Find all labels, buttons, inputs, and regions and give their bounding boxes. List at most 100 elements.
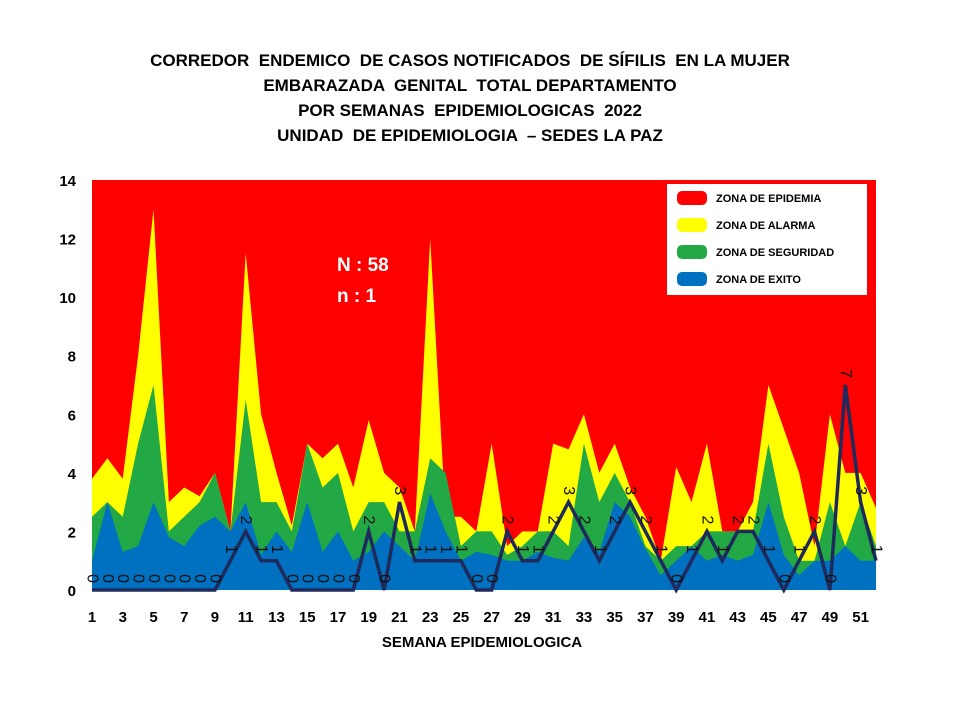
data-label: 7 <box>837 369 854 378</box>
data-label: 0 <box>114 574 131 583</box>
data-label: 1 <box>253 545 270 554</box>
x-tick-label: 11 <box>238 609 254 626</box>
data-label: 0 <box>468 574 485 583</box>
data-label: 2 <box>745 516 762 525</box>
x-tick-label: 45 <box>760 609 777 626</box>
data-label: 1 <box>652 545 669 554</box>
legend-swatch <box>677 191 707 205</box>
x-tick-label: 47 <box>791 609 808 626</box>
legend: ZONA DE EPIDEMIA ZONA DE ALARMA ZONA DE SE… <box>667 184 867 295</box>
data-label: 1 <box>437 545 454 554</box>
data-label: 3 <box>852 486 869 495</box>
data-label: 2 <box>606 516 623 525</box>
x-tick-label: 39 <box>668 609 685 626</box>
data-label: 0 <box>483 574 500 583</box>
data-label: 3 <box>560 486 577 495</box>
data-label: 0 <box>775 574 792 583</box>
data-label: 1 <box>714 545 731 554</box>
legend-item-alarma: ZONA DE ALARMA <box>716 220 815 232</box>
data-label: 1 <box>422 545 439 554</box>
x-tick-label: 15 <box>299 609 316 626</box>
data-label: 2 <box>637 516 654 525</box>
data-label: 0 <box>283 574 300 583</box>
x-tick-label: 29 <box>514 609 531 626</box>
data-label: 0 <box>345 574 362 583</box>
x-tick-label: 35 <box>606 609 623 626</box>
y-tick-label: 10 <box>59 290 76 307</box>
data-label: 0 <box>821 574 838 583</box>
data-label: 0 <box>299 574 316 583</box>
data-label: 0 <box>314 574 331 583</box>
data-label: 0 <box>329 574 346 583</box>
data-label: 1 <box>868 545 885 554</box>
y-tick-label: 6 <box>68 407 76 424</box>
total-cases-annotation: N : 58 <box>337 255 389 276</box>
legend-swatch <box>677 245 707 259</box>
data-label: 2 <box>575 516 592 525</box>
data-label: 2 <box>360 516 377 525</box>
legend-item-exito: ZONA DE EXITO <box>716 274 801 286</box>
x-tick-label: 37 <box>637 609 654 626</box>
data-label: 0 <box>130 574 147 583</box>
x-tick-label: 17 <box>330 609 347 626</box>
data-label: 3 <box>622 486 639 495</box>
data-label: 0 <box>668 574 685 583</box>
data-label: 3 <box>391 486 408 495</box>
zona-exito-area <box>92 493 876 590</box>
data-label: 1 <box>514 545 531 554</box>
data-label: 1 <box>452 545 469 554</box>
data-label: 1 <box>222 545 239 554</box>
data-label: 2 <box>698 516 715 525</box>
x-axis: 1 3 5 7 9 11 13 15 17 19 21 23 25 27 29 31 33 35 37 39 41 43 4… <box>88 609 869 626</box>
title-line-2: EMBARAZADA GENITAL TOTAL DEPARTAMENTO <box>263 76 677 95</box>
x-tick-label: 19 <box>360 609 377 626</box>
data-label: 2 <box>806 516 823 525</box>
y-tick-label: 0 <box>68 583 76 600</box>
x-tick-label: 27 <box>483 609 500 626</box>
x-tick-label: 25 <box>453 609 470 626</box>
title-line-1: CORREDOR ENDEMICO DE CASOS NOTIFICADOS D… <box>150 51 790 70</box>
zona-seguridad-area <box>92 385 876 590</box>
x-tick-label: 9 <box>211 609 219 626</box>
cases-2022-line <box>92 384 878 594</box>
x-tick-label: 23 <box>422 609 439 626</box>
x-tick-label: 3 <box>119 609 127 626</box>
chart-title: CORREDOR ENDEMICO DE CASOS NOTIFICADOS D… <box>0 48 940 148</box>
y-tick-label: 12 <box>59 232 76 249</box>
legend-swatch <box>677 218 707 232</box>
y-tick-label: 14 <box>59 173 76 190</box>
x-tick-label: 7 <box>180 609 188 626</box>
x-tick-label: 33 <box>576 609 593 626</box>
x-tick-label: 31 <box>545 609 562 626</box>
data-label: 2 <box>729 516 746 525</box>
data-label: 0 <box>99 574 116 583</box>
data-label: 0 <box>206 574 223 583</box>
x-tick-label: 13 <box>268 609 285 626</box>
data-label: 1 <box>268 545 285 554</box>
data-label: 1 <box>591 545 608 554</box>
data-label: 2 <box>499 516 516 525</box>
legend-swatch <box>677 272 707 286</box>
zona-alarma-area <box>92 209 876 591</box>
data-label: 2 <box>545 516 562 525</box>
data-label: 0 <box>191 574 208 583</box>
data-label: 1 <box>683 545 700 554</box>
x-tick-label: 5 <box>149 609 157 626</box>
data-label: 0 <box>376 574 393 583</box>
x-tick-label: 43 <box>729 609 746 626</box>
title-line-4: UNIDAD DE EPIDEMIOLOGIA – SEDES LA PAZ <box>277 126 663 145</box>
title-line-3: POR SEMANAS EPIDEMIOLOGICAS 2022 <box>298 101 642 120</box>
x-tick-label: 49 <box>822 609 839 626</box>
legend-item-epidemia: ZONA DE EPIDEMIA <box>716 193 821 205</box>
data-label: 0 <box>176 574 193 583</box>
x-tick-label: 21 <box>391 609 408 626</box>
y-tick-label: 8 <box>68 349 76 366</box>
data-label: 1 <box>760 545 777 554</box>
y-tick-label: 4 <box>68 466 77 483</box>
y-tick-label: 2 <box>68 524 76 541</box>
data-label: 0 <box>145 574 162 583</box>
current-cases-annotation: n : 1 <box>337 286 376 307</box>
data-label: 0 <box>84 574 101 583</box>
legend-item-seguridad: ZONA DE SEGURIDAD <box>716 247 834 259</box>
